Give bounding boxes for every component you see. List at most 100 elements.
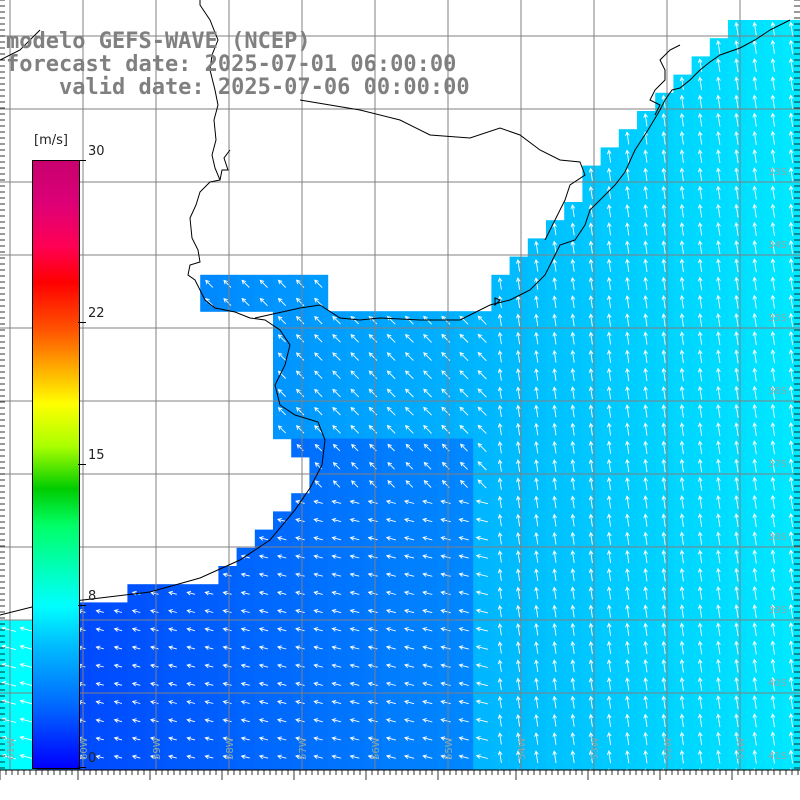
wind-arrow bbox=[440, 590, 451, 596]
wind-arrow bbox=[552, 659, 557, 673]
wind-arrow bbox=[277, 645, 287, 650]
wind-arrow bbox=[606, 331, 612, 345]
wind-arrow bbox=[643, 167, 648, 181]
wind-arrow bbox=[332, 315, 341, 325]
wind-arrow bbox=[552, 495, 557, 509]
wind-arrow bbox=[258, 681, 269, 687]
wind-arrow bbox=[458, 554, 469, 559]
wind-arrow bbox=[259, 297, 268, 307]
wind-arrow bbox=[385, 572, 396, 578]
wind-arrow bbox=[19, 753, 35, 760]
wind-arrow bbox=[477, 442, 487, 453]
wind-arrow bbox=[788, 640, 794, 655]
wind-arrow bbox=[441, 388, 451, 398]
wind-arrow bbox=[716, 240, 721, 254]
wind-arrow bbox=[570, 731, 576, 745]
wind-arrow bbox=[661, 349, 667, 363]
wind-arrow bbox=[331, 517, 342, 523]
wind-arrow bbox=[679, 404, 685, 418]
wind-arrow bbox=[552, 459, 557, 472]
wind-arrow bbox=[697, 349, 703, 364]
wind-arrow bbox=[113, 663, 123, 669]
wind-arrow bbox=[459, 315, 469, 325]
wind-arrow bbox=[477, 424, 487, 434]
wind-arrow bbox=[331, 499, 342, 505]
wind-arrow bbox=[385, 736, 396, 741]
wind-arrow bbox=[258, 699, 269, 705]
wind-arrow bbox=[606, 295, 612, 309]
wind-arrow bbox=[367, 499, 378, 505]
wind-arrow bbox=[477, 406, 487, 416]
wind-arrow bbox=[697, 404, 703, 418]
wind-arrow bbox=[404, 699, 415, 705]
wind-arrow bbox=[404, 572, 415, 578]
wind-arrow bbox=[679, 749, 685, 764]
wind-arrow bbox=[570, 422, 576, 436]
wind-arrow bbox=[349, 554, 360, 559]
wind-arrow bbox=[770, 567, 776, 582]
wind-arrow bbox=[131, 736, 141, 742]
wind-arrow bbox=[332, 388, 341, 398]
wind-arrow bbox=[788, 476, 794, 491]
wind-arrow bbox=[643, 367, 648, 382]
wind-arrow bbox=[588, 568, 594, 582]
wind-arrow bbox=[332, 480, 341, 488]
wind-arrow bbox=[475, 717, 489, 723]
wind-arrow bbox=[679, 531, 685, 546]
wind-arrow bbox=[552, 604, 557, 618]
wind-arrow bbox=[679, 513, 685, 527]
wind-arrow bbox=[788, 713, 794, 728]
wind-arrow bbox=[697, 240, 703, 254]
wind-arrow bbox=[295, 699, 305, 705]
wind-arrow bbox=[313, 699, 323, 705]
wind-arrow bbox=[295, 627, 305, 632]
wind-arrow bbox=[387, 480, 395, 488]
wind-arrow bbox=[534, 422, 539, 436]
wind-speed-cells bbox=[0, 20, 800, 800]
wind-arrow bbox=[625, 713, 630, 727]
wind-arrow bbox=[386, 406, 396, 416]
wind-arrow bbox=[588, 695, 594, 709]
wind-arrow bbox=[423, 388, 432, 398]
wind-arrow bbox=[752, 58, 758, 73]
wind-arrow bbox=[516, 258, 521, 272]
wind-arrow bbox=[734, 39, 739, 54]
wind-arrow bbox=[113, 681, 123, 687]
wind-arrow bbox=[697, 640, 703, 655]
wind-arrow bbox=[606, 568, 612, 582]
wind-arrow bbox=[497, 477, 503, 490]
wind-arrow bbox=[734, 513, 739, 527]
wind-arrow bbox=[367, 645, 378, 650]
wind-arrow bbox=[385, 536, 396, 541]
wind-arrow bbox=[240, 590, 250, 596]
wind-arrow bbox=[385, 517, 396, 523]
wind-arrow bbox=[149, 736, 159, 741]
wind-arrow bbox=[350, 334, 360, 343]
wind-arrow bbox=[716, 258, 721, 273]
longitude-label: 58W bbox=[225, 737, 236, 760]
wind-arrow bbox=[679, 422, 685, 436]
wind-arrow bbox=[588, 604, 594, 618]
wind-arrow bbox=[679, 294, 685, 309]
wind-arrow bbox=[661, 404, 667, 418]
wind-arrow bbox=[734, 76, 739, 91]
wind-arrow bbox=[314, 388, 323, 398]
longitude-label: 52W bbox=[663, 737, 674, 760]
wind-arrow bbox=[752, 658, 758, 673]
wind-arrow bbox=[168, 590, 177, 596]
wind-arrow bbox=[349, 517, 360, 523]
wind-arrow bbox=[734, 585, 739, 600]
wind-arrow bbox=[516, 641, 521, 654]
wind-arrow bbox=[770, 58, 776, 73]
wind-arrow bbox=[313, 645, 323, 650]
wind-arrow bbox=[661, 149, 667, 163]
wind-arrow bbox=[516, 368, 521, 381]
wind-arrow bbox=[679, 713, 685, 728]
wind-arrow bbox=[534, 459, 539, 472]
wind-arrow bbox=[697, 440, 703, 455]
wind-arrow bbox=[552, 222, 557, 236]
wind-arrow bbox=[422, 718, 433, 723]
wind-arrow bbox=[277, 754, 287, 760]
wind-arrow bbox=[570, 640, 576, 654]
wind-arrow bbox=[168, 754, 177, 760]
